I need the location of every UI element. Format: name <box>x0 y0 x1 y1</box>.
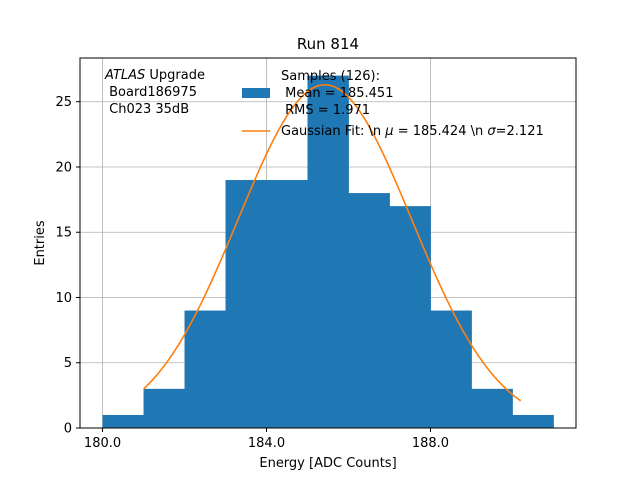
legend-fit-prefix: Gaussian Fit: \n <box>281 124 385 139</box>
upgrade-label: Upgrade <box>145 68 205 83</box>
y-tick-label: 15 <box>55 226 72 241</box>
gaussian-fit-curve <box>142 83 522 402</box>
legend-samples-line1: Samples (126): <box>281 69 380 84</box>
histogram-bar <box>102 414 144 428</box>
histogram-bar <box>512 414 554 428</box>
gaussian-fit <box>142 83 522 402</box>
histogram-bar <box>471 388 513 428</box>
legend-fit-sigma-value: =2.121 <box>496 124 544 139</box>
y-tick-label: 20 <box>55 160 72 175</box>
x-tick-label: 180.0 <box>84 436 121 451</box>
histogram-bar <box>184 310 226 428</box>
plot-frame <box>79 57 577 429</box>
y-axis-label: Entries <box>33 220 48 266</box>
legend-fit-mu-symbol: μ <box>384 124 393 139</box>
channel-label: Ch023 35dB <box>105 102 189 117</box>
legend: Samples (126): Mean = 185.451 RMS = 1.97… <box>242 69 544 139</box>
y-tick-label: 10 <box>55 291 72 306</box>
histogram-bar <box>389 206 431 428</box>
y-tick-label: 5 <box>64 356 72 371</box>
histogram-bar <box>307 75 349 428</box>
x-tick-label: 184.0 <box>248 436 285 451</box>
histogram-bar <box>266 180 308 428</box>
legend-fit-mu-value: = 185.424 \n <box>394 124 488 139</box>
legend-samples-line2: Mean = 185.451 <box>281 86 393 101</box>
legend-samples-line3: RMS = 1.971 <box>281 103 370 118</box>
x-axis-label: Energy [ADC Counts] <box>259 456 396 471</box>
legend-fit-label: Gaussian Fit: \n μ = 185.424 \n σ=2.121 <box>281 124 544 139</box>
histogram-bars <box>102 75 554 428</box>
legend-fit-sigma-symbol: σ <box>487 124 496 139</box>
y-tick-label: 25 <box>55 95 72 110</box>
histogram-bar <box>348 193 390 428</box>
board-label: Board186975 <box>105 85 197 100</box>
histogram-bar <box>143 388 185 428</box>
y-tick-label: 0 <box>64 422 72 437</box>
x-tick-label: 188.0 <box>412 436 449 451</box>
atlas-label: ATLAS <box>104 68 145 83</box>
histogram-bar <box>225 180 267 428</box>
legend-samples-swatch <box>242 88 270 98</box>
chart-title: Run 814 <box>297 35 359 53</box>
histogram-bar <box>430 310 472 428</box>
atlas-annotation: ATLAS Upgrade Board186975 Ch023 35dB <box>104 68 205 117</box>
y-axis-ticks: 0 5 10 15 20 25 <box>55 95 80 437</box>
x-axis-ticks: 180.0 184.0 188.0 <box>84 428 449 451</box>
svg-text:ATLAS Upgrade: ATLAS Upgrade <box>104 68 205 83</box>
